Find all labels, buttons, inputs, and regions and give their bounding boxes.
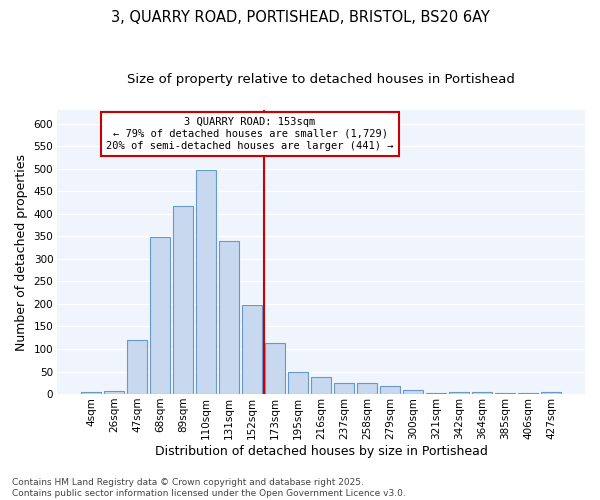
Bar [449, 392, 469, 394]
Bar [472, 392, 492, 394]
Bar [380, 386, 400, 394]
Bar [496, 392, 515, 394]
Bar [311, 378, 331, 394]
X-axis label: Distribution of detached houses by size in Portishead: Distribution of detached houses by size … [155, 444, 488, 458]
Text: Contains HM Land Registry data © Crown copyright and database right 2025.
Contai: Contains HM Land Registry data © Crown c… [12, 478, 406, 498]
Bar [289, 372, 308, 394]
Bar [151, 238, 170, 394]
Bar [173, 206, 193, 394]
Bar [242, 306, 262, 394]
Text: 3, QUARRY ROAD, PORTISHEAD, BRISTOL, BS20 6AY: 3, QUARRY ROAD, PORTISHEAD, BRISTOL, BS2… [110, 10, 490, 25]
Text: 3 QUARRY ROAD: 153sqm
← 79% of detached houses are smaller (1,729)
20% of semi-d: 3 QUARRY ROAD: 153sqm ← 79% of detached … [106, 118, 394, 150]
Title: Size of property relative to detached houses in Portishead: Size of property relative to detached ho… [127, 72, 515, 86]
Bar [82, 392, 101, 394]
Bar [541, 392, 561, 394]
Bar [403, 390, 423, 394]
Bar [104, 391, 124, 394]
Bar [127, 340, 147, 394]
Y-axis label: Number of detached properties: Number of detached properties [15, 154, 28, 350]
Bar [265, 343, 285, 394]
Bar [220, 241, 239, 394]
Bar [427, 392, 446, 394]
Bar [196, 170, 216, 394]
Bar [358, 383, 377, 394]
Bar [518, 392, 538, 394]
Bar [334, 383, 354, 394]
